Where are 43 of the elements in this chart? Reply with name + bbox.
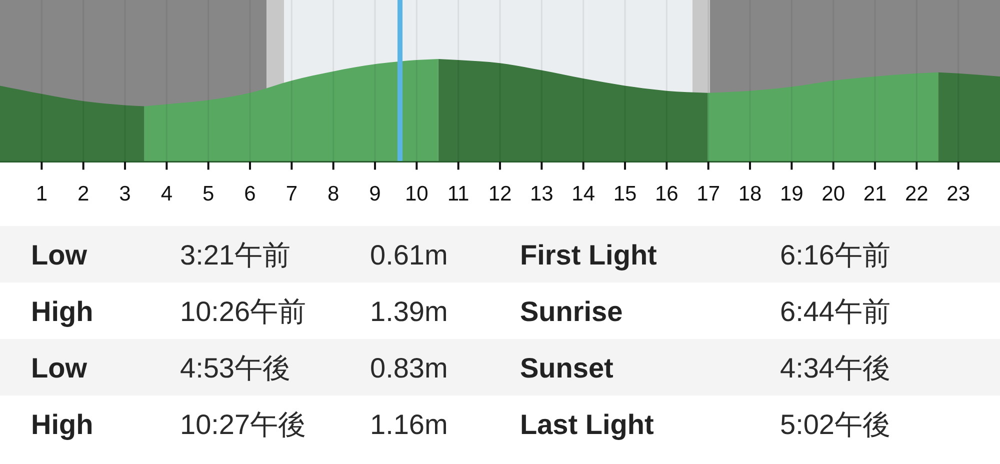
table-cell-r2-c1: High	[31, 296, 94, 327]
x-tick-label: 16	[654, 182, 678, 206]
table-cell-r1-c3: 0.61m	[370, 239, 448, 270]
x-tick-label: 4	[160, 182, 173, 206]
table-cell-r3-c1: Low	[31, 352, 87, 384]
x-tick-label: 23	[946, 182, 970, 206]
x-tick-label: 14	[572, 182, 596, 206]
x-tick-label: 2	[77, 182, 90, 206]
x-tick-label: 7	[286, 182, 298, 206]
x-tick-label: 13	[530, 182, 554, 206]
x-tick-label: 6	[244, 182, 256, 206]
table-cell-r3-c4: Sunset	[520, 352, 614, 384]
table-cell-r4-c2: 10:27午後	[180, 408, 306, 440]
table-cell-r3-c3: 0.83m	[370, 352, 448, 384]
x-tick-label: 15	[613, 182, 637, 206]
table-cell-r3-c5: 4:34午後	[780, 352, 890, 384]
x-tick-label: 3	[119, 182, 131, 206]
table-cell-r4-c5: 5:02午後	[780, 408, 890, 440]
x-tick-label: 17	[696, 182, 720, 206]
table-cell-r1-c5: 6:16午前	[780, 239, 890, 270]
table-cell-r2-c5: 6:44午前	[780, 296, 890, 327]
table-cell-r1-c1: Low	[31, 239, 87, 270]
table-cell-r2-c3: 1.39m	[370, 296, 448, 327]
table-cell-r4-c1: High	[31, 408, 94, 440]
x-tick-label: 10	[404, 182, 428, 206]
x-tick-label: 1	[36, 182, 48, 206]
x-tick-label: 9	[369, 182, 381, 206]
table-cell-r1-c4: First Light	[520, 239, 657, 270]
x-tick-label: 8	[327, 182, 340, 206]
table-cell-r4-c4: Last Light	[520, 408, 654, 440]
x-tick-label: 19	[780, 182, 804, 206]
table-cell-r2-c4: Sunrise	[520, 296, 623, 327]
x-tick-label: 5	[202, 182, 214, 206]
x-tick-label: 22	[904, 182, 928, 206]
x-tick-label: 21	[863, 182, 887, 206]
x-tick-label: 11	[447, 182, 470, 206]
table-cell-r3-c2: 4:53午後	[180, 352, 290, 384]
x-tick-label: 18	[738, 182, 762, 206]
x-tick-label: 12	[488, 182, 512, 206]
table-cell-r2-c2: 10:26午前	[180, 296, 306, 327]
table-cell-r1-c2: 3:21午前	[180, 239, 290, 270]
x-tick-label: 20	[822, 182, 846, 206]
table-cell-r4-c3: 1.16m	[370, 408, 448, 440]
